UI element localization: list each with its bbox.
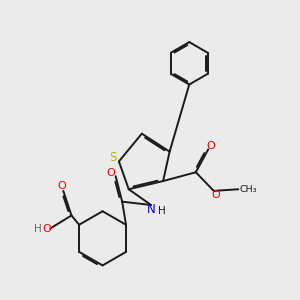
Text: O: O	[106, 168, 115, 178]
Text: O: O	[207, 141, 216, 151]
Text: O: O	[211, 190, 220, 200]
Text: O: O	[58, 182, 66, 191]
Text: H: H	[34, 224, 42, 233]
Text: N: N	[147, 203, 155, 216]
Text: H: H	[158, 206, 166, 216]
Text: S: S	[109, 152, 116, 164]
Text: CH₃: CH₃	[239, 185, 256, 194]
Text: O: O	[42, 224, 51, 233]
